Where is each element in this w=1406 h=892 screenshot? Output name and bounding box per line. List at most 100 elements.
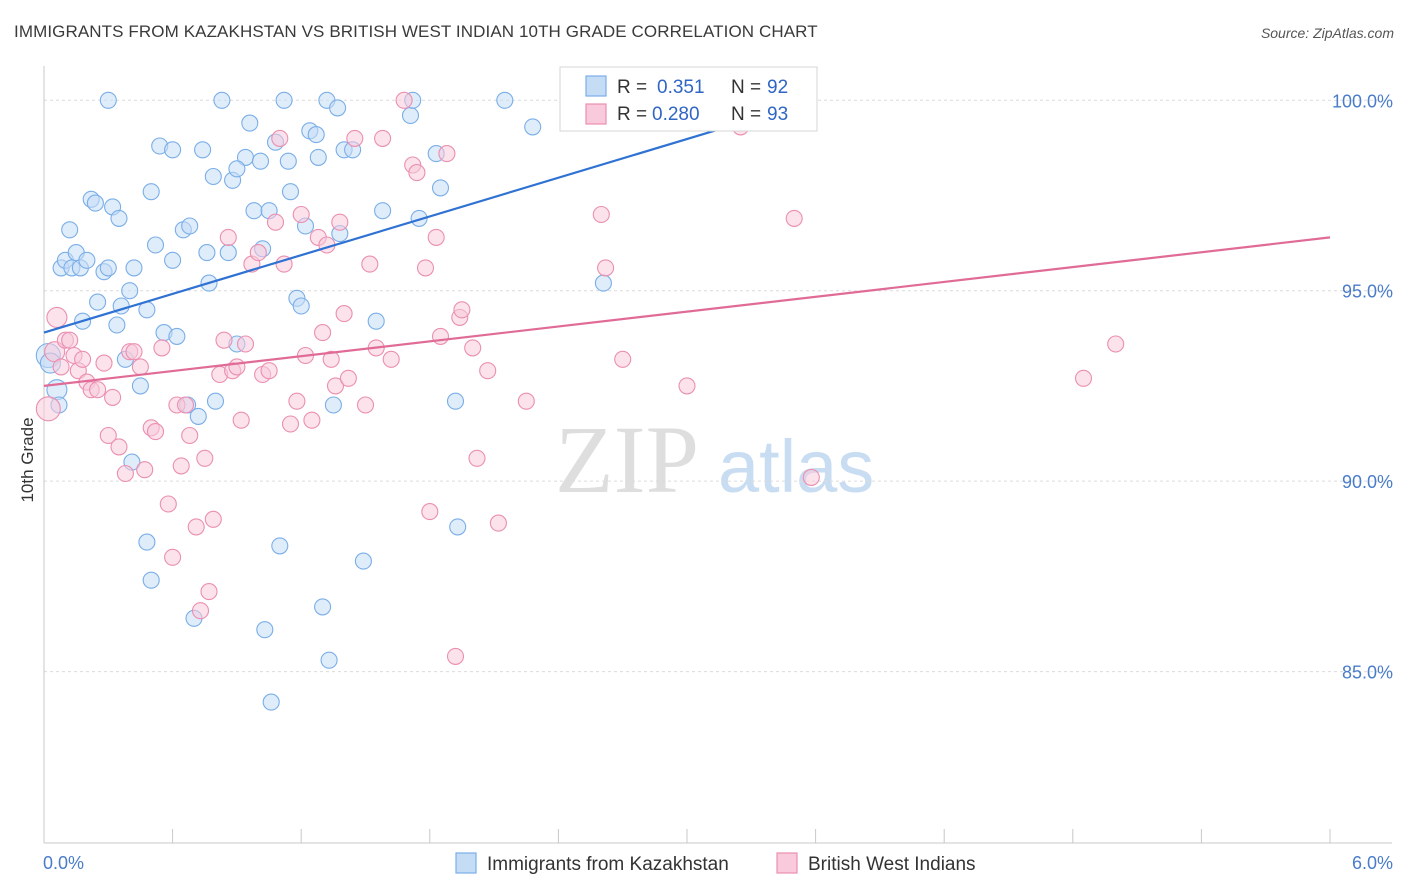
x-tick-label-max: 6.0% (1352, 853, 1393, 873)
y-tick-label: 95.0% (1342, 282, 1393, 302)
bottom-legend: Immigrants from Kazakhstan British West … (455, 852, 976, 875)
scatter-point (125, 259, 143, 277)
scatter-point (215, 331, 233, 349)
legend-swatch-british-west-indians (585, 103, 607, 125)
trend-line (43, 236, 1331, 387)
scatter-point (138, 533, 156, 551)
scatter-point (164, 548, 182, 566)
scatter-point (104, 388, 122, 406)
scatter-point (307, 126, 325, 144)
watermark-atlas: atlas (718, 425, 874, 508)
bottom-legend-swatch-british-west-indians (776, 852, 798, 874)
scatter-point (95, 354, 113, 372)
scatter-point (339, 369, 357, 387)
scatter-point (228, 358, 246, 376)
chart-title: IMMIGRANTS FROM KAZAKHSTAN VS BRITISH WE… (14, 22, 818, 41)
scatter-point (164, 251, 182, 269)
trend-line (43, 99, 816, 334)
scatter-point (356, 396, 375, 414)
scatter-point (374, 129, 392, 147)
scatter-point (204, 167, 222, 186)
scatter-point (1074, 369, 1093, 387)
series-british-west-indians (35, 91, 1125, 665)
scatter-point (74, 350, 92, 368)
scatter-point (314, 598, 332, 616)
scatter-point (196, 449, 214, 467)
scatter-point (802, 468, 820, 486)
scatter-point (446, 647, 465, 665)
bottom-legend-label-british-west-indians: British West Indians (808, 854, 976, 875)
x-tick-label-min: 0.0% (43, 853, 84, 873)
scatter-point (271, 129, 289, 147)
scatter-point (219, 228, 237, 246)
scatter-point (204, 510, 222, 528)
scatter-point (271, 537, 289, 555)
scatter-point (191, 602, 210, 620)
trend-lines (43, 99, 1331, 387)
scatter-point (99, 426, 117, 445)
scatter-point (431, 327, 450, 345)
scatter-point (524, 118, 542, 136)
scatter-point (256, 621, 274, 639)
scatter-point (136, 461, 154, 479)
legend-r-value: 0.280 (652, 104, 700, 125)
scatter-point (346, 129, 364, 147)
legend-box: R = 0.351 N = 92 R = 0.280 N = 93 (559, 66, 818, 132)
scatter-point (309, 148, 327, 166)
scatter-point (496, 91, 514, 109)
scatter-point (61, 331, 79, 349)
scatter-point (322, 350, 340, 368)
scatter-point (335, 305, 353, 323)
scatter-point (408, 164, 426, 182)
scatter-point (326, 377, 345, 395)
scatter-point (198, 244, 216, 262)
scatter-point (46, 306, 68, 328)
scatter-point (249, 244, 267, 262)
scatter-point (416, 259, 435, 277)
scatter-point (288, 392, 306, 410)
scatter-point (262, 693, 280, 711)
scatter-point (260, 362, 278, 380)
bottom-legend-swatch-kazakhstan (455, 852, 477, 874)
legend-swatch-kazakhstan (585, 75, 607, 97)
legend-r-value: 0.351 (657, 77, 705, 98)
y-tick-label: 100.0% (1332, 91, 1393, 111)
y-axis-label: 10th Grade (18, 417, 37, 502)
scatter-point (187, 518, 205, 536)
legend-r-label: R = (617, 104, 647, 125)
scatter-point (303, 411, 321, 429)
scatter-point (446, 392, 465, 410)
scatter-point (361, 255, 379, 273)
scatter-point (1107, 335, 1125, 353)
scatter-point (401, 106, 420, 125)
scatter-point (121, 282, 139, 300)
y-tick-label: 85.0% (1342, 663, 1393, 683)
scatter-point (35, 396, 61, 422)
tick-labels: 85.0% 90.0% 95.0% 100.0% 0.0% 6.0% (43, 91, 1393, 873)
scatter-point (421, 503, 439, 521)
scatter-point (78, 251, 96, 269)
scatter-point (200, 583, 218, 601)
scatter-point (367, 312, 385, 330)
scatter-point (292, 297, 310, 315)
scatter-point (438, 145, 456, 163)
scatter-point (678, 377, 696, 395)
scatter-point (146, 423, 165, 441)
scatter-point (108, 316, 126, 334)
scatter-point (232, 411, 250, 429)
scatter-point (594, 274, 612, 292)
scatter-point (266, 213, 285, 231)
scatter-point (131, 377, 149, 395)
scatter-point (110, 438, 128, 456)
scatter-point (245, 202, 263, 220)
scatter-point (374, 202, 392, 220)
scatter-point (194, 141, 212, 159)
scatter-point (153, 339, 171, 357)
scatter-point (116, 464, 134, 483)
scatter-point (241, 114, 259, 132)
source-label: Source: ZipAtlas.com (1260, 25, 1394, 41)
scatter-point (236, 335, 255, 353)
scatter-point (464, 339, 482, 357)
scatter-point (275, 91, 293, 109)
